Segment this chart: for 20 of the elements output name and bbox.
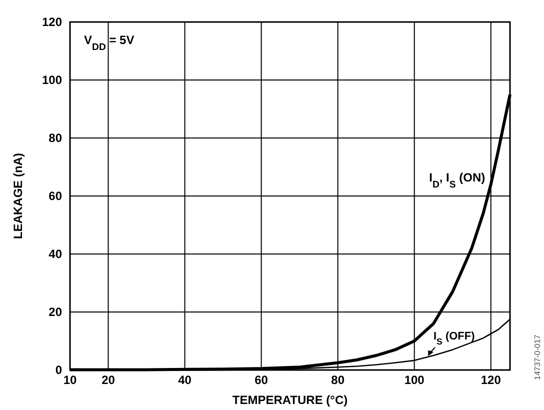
x-tick-label: 60	[254, 373, 268, 387]
annotation: V$_{DD}$ = 5V	[84, 33, 134, 52]
x-axis-title: TEMPERATURE (°C)	[232, 393, 348, 407]
y-axis-title: LEAKAGE (nA)	[11, 153, 25, 239]
x-tick-label: 120	[480, 373, 502, 387]
y-tick-label: 80	[48, 131, 62, 145]
x-tick-label: 20	[102, 373, 116, 387]
y-tick-label: 40	[48, 247, 62, 261]
series-label: I$_{S}$ (OFF)	[433, 330, 476, 346]
x-tick-label: 80	[331, 373, 345, 387]
y-tick-label: 0	[55, 363, 62, 377]
text: 14737-0-017	[533, 334, 542, 380]
x-tick-label: 40	[178, 373, 192, 387]
y-tick-label: 60	[48, 189, 62, 203]
y-tick-label: 120	[42, 15, 62, 29]
y-tick-label: 20	[48, 305, 62, 319]
x-tick-label: 10	[63, 373, 77, 387]
x-tick-label: 100	[404, 373, 425, 387]
series-label: I$_{D}$, I$_{S}$ (ON)	[429, 170, 486, 190]
y-tick-label: 100	[42, 73, 62, 87]
